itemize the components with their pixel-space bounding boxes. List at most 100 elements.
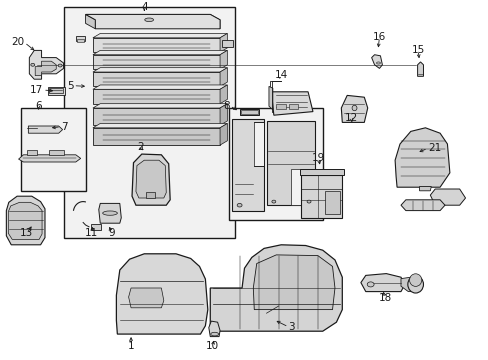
Text: 4: 4 <box>141 2 147 12</box>
Text: 12: 12 <box>344 113 357 123</box>
Polygon shape <box>419 186 430 191</box>
Polygon shape <box>394 128 449 187</box>
Bar <box>21 108 85 191</box>
Ellipse shape <box>408 274 421 287</box>
Polygon shape <box>400 200 444 211</box>
Polygon shape <box>271 92 312 115</box>
Circle shape <box>58 64 62 67</box>
Polygon shape <box>429 189 465 205</box>
Polygon shape <box>220 104 227 125</box>
Text: 6: 6 <box>35 101 42 111</box>
Polygon shape <box>99 203 121 223</box>
Ellipse shape <box>407 276 423 293</box>
Polygon shape <box>49 150 63 155</box>
Polygon shape <box>93 104 227 108</box>
Ellipse shape <box>376 62 380 64</box>
Bar <box>276 104 285 109</box>
Bar <box>300 175 342 218</box>
Bar <box>239 109 259 115</box>
Polygon shape <box>220 123 227 145</box>
Polygon shape <box>93 50 227 55</box>
Text: 19: 19 <box>311 153 325 163</box>
Bar <box>241 110 257 114</box>
Text: 15: 15 <box>410 45 424 55</box>
Polygon shape <box>208 321 220 337</box>
Polygon shape <box>93 55 220 69</box>
Text: 5: 5 <box>66 81 73 91</box>
Polygon shape <box>417 62 423 76</box>
Polygon shape <box>93 123 227 128</box>
Polygon shape <box>93 72 220 86</box>
Text: 21: 21 <box>427 143 440 153</box>
Polygon shape <box>8 202 42 239</box>
Bar <box>91 224 101 230</box>
Polygon shape <box>210 14 220 29</box>
Polygon shape <box>232 119 264 211</box>
Polygon shape <box>116 254 207 334</box>
Text: 18: 18 <box>378 293 391 303</box>
Ellipse shape <box>210 332 218 336</box>
Bar <box>288 104 298 109</box>
Polygon shape <box>254 122 264 166</box>
Text: 3: 3 <box>288 322 295 332</box>
Polygon shape <box>268 86 272 110</box>
Ellipse shape <box>144 18 153 22</box>
Polygon shape <box>128 288 163 308</box>
Text: 14: 14 <box>274 70 287 80</box>
Polygon shape <box>93 33 227 38</box>
Polygon shape <box>93 38 220 52</box>
Polygon shape <box>93 89 220 104</box>
Bar <box>76 36 84 41</box>
Polygon shape <box>132 154 170 205</box>
Text: 16: 16 <box>372 32 386 42</box>
Text: 9: 9 <box>108 228 115 238</box>
Polygon shape <box>400 277 410 292</box>
Text: 1: 1 <box>127 341 134 351</box>
Polygon shape <box>29 50 63 79</box>
Text: 20: 20 <box>11 37 24 48</box>
Circle shape <box>31 63 35 66</box>
Text: 11: 11 <box>85 228 99 238</box>
Polygon shape <box>35 61 56 76</box>
Polygon shape <box>341 95 367 122</box>
Bar <box>63 7 234 238</box>
Bar <box>222 40 233 47</box>
Polygon shape <box>93 128 220 145</box>
Polygon shape <box>19 155 81 162</box>
Polygon shape <box>290 169 315 205</box>
Bar <box>325 191 339 214</box>
Polygon shape <box>253 255 334 310</box>
Polygon shape <box>220 50 227 69</box>
Bar <box>228 108 322 220</box>
Polygon shape <box>93 85 227 89</box>
Text: 13: 13 <box>20 228 34 238</box>
Polygon shape <box>360 274 404 292</box>
Polygon shape <box>136 160 166 198</box>
Ellipse shape <box>102 211 117 215</box>
Polygon shape <box>220 33 227 52</box>
Text: 10: 10 <box>206 341 219 351</box>
Polygon shape <box>6 196 45 245</box>
Polygon shape <box>93 68 227 72</box>
Polygon shape <box>85 14 220 29</box>
Bar <box>145 192 154 198</box>
Text: 8: 8 <box>223 101 229 111</box>
Bar <box>49 88 62 93</box>
Circle shape <box>306 200 310 203</box>
Polygon shape <box>210 245 342 331</box>
Bar <box>299 169 343 175</box>
Circle shape <box>237 203 242 207</box>
Polygon shape <box>266 121 315 205</box>
Polygon shape <box>93 108 220 125</box>
Polygon shape <box>27 150 37 155</box>
Polygon shape <box>371 55 382 68</box>
Circle shape <box>271 200 275 203</box>
Text: 7: 7 <box>61 122 68 132</box>
Text: 2: 2 <box>137 142 144 152</box>
Polygon shape <box>28 126 62 133</box>
Bar <box>77 39 83 42</box>
Polygon shape <box>85 14 95 29</box>
Circle shape <box>366 282 373 287</box>
Polygon shape <box>220 68 227 86</box>
Polygon shape <box>85 14 210 23</box>
